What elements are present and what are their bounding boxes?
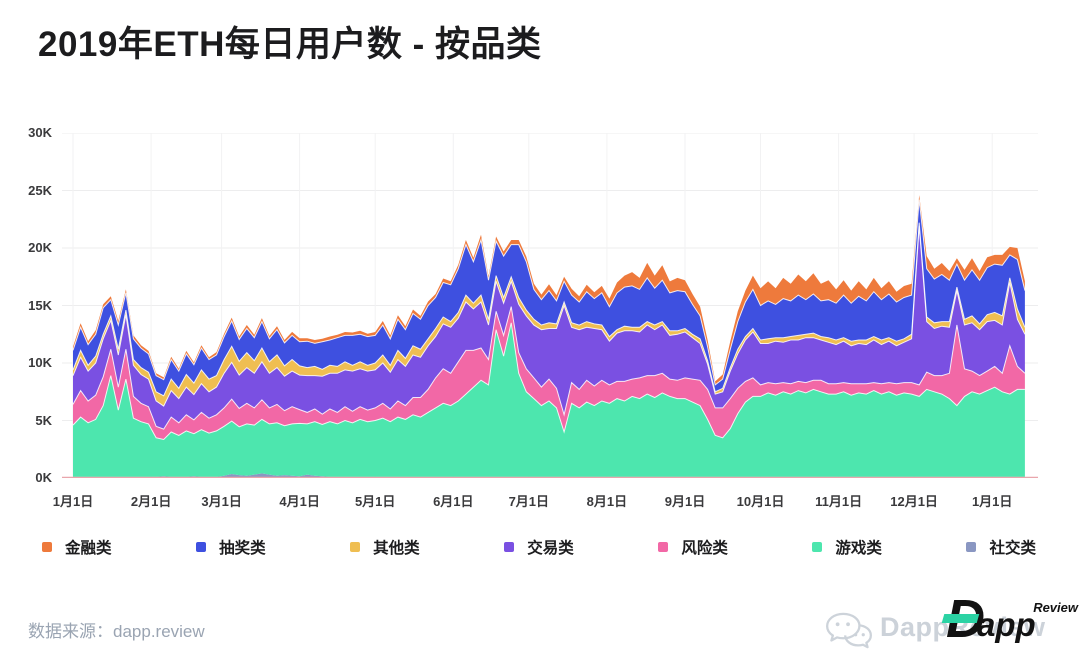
legend-label: 金融类 [65, 540, 112, 557]
logo-app-text: app [977, 606, 1036, 643]
legend-swatch [812, 542, 823, 552]
x-tick-label: 6月1日 [433, 494, 474, 509]
x-tick-label: 10月1日 [736, 494, 785, 509]
logo-review-text: Review [1033, 600, 1078, 615]
legend-label: 其他类 [373, 540, 420, 557]
legend-item-其他类[interactable]: 其他类 [350, 536, 420, 558]
plot-area [42, 132, 1038, 479]
x-tick-label: 5月1日 [354, 494, 396, 509]
x-tick-label: 9月1日 [664, 494, 706, 509]
x-tick-label: 12月1日 [890, 494, 938, 509]
legend-label: 交易类 [527, 540, 574, 557]
logo-teal-bar [941, 614, 980, 623]
y-tick-label: 10K [28, 355, 52, 370]
x-axis: 1月1日 2月1日 3月1日 4月1日 5月1日 6月1日 7月1日 8月1日 9月1日 10月1… [53, 491, 1038, 509]
legend-item-交易类[interactable]: 交易类 [504, 536, 574, 558]
legend-item-抽奖类[interactable]: 抽奖类 [196, 536, 266, 558]
legend-swatch [658, 542, 669, 552]
x-tick-label: 7月1日 [508, 494, 550, 509]
legend-swatch [42, 542, 52, 552]
legend-item-风险类[interactable]: 风险类 [658, 536, 728, 558]
data-source-text: 数据来源：dapp.review [28, 622, 205, 641]
y-tick-label: 15K [28, 297, 52, 313]
x-tick-label: 11月1日 [815, 494, 863, 509]
y-tick-label: 5K [35, 412, 52, 428]
x-tick-label: 1月1日 [52, 494, 94, 509]
legend-item-游戏类[interactable]: 游戏类 [812, 536, 882, 558]
x-tick-label: 2月1日 [130, 494, 172, 509]
游戏类-area [73, 322, 1025, 477]
legend-item-社交类[interactable]: 社交类 [966, 536, 1036, 558]
交易类-area [73, 226, 1025, 430]
page-title: 2019年ETH每日用户数 - 按品类 [38, 25, 542, 64]
legend-swatch [350, 542, 361, 552]
legend-label: 游戏类 [835, 540, 882, 557]
抽奖类-area [73, 199, 1025, 396]
其他类-area [73, 222, 1025, 407]
legend-label: 抽奖类 [219, 540, 266, 557]
x-tick-label: 4月1日 [279, 494, 320, 509]
y-tick-label: 0K [35, 470, 52, 485]
chart-legend: 金融类 抽奖类 其他类 交易类 风险类 游戏类 社交类 [42, 536, 1036, 558]
y-tick-label: 20K [28, 240, 52, 255]
x-tick-label: 3月1日 [201, 494, 242, 509]
y-tick-label: 25K [28, 182, 52, 198]
legend-item-金融类[interactable]: 金融类 [42, 536, 112, 558]
stacked-area-chart [42, 132, 1038, 479]
legend-label: 社交类 [989, 540, 1036, 557]
legend-swatch [966, 542, 977, 552]
y-axis: 0K 5K 10K 15K 20K 25K 30K [0, 125, 56, 485]
legend-swatch [504, 542, 515, 552]
legend-label: 风险类 [681, 540, 728, 557]
y-tick-label: 30K [28, 125, 52, 140]
watermark: DappReview D app Review [818, 592, 1080, 651]
风险类-area [73, 306, 1025, 440]
legend-swatch [196, 542, 207, 552]
x-tick-label: 1月1日 [971, 494, 1013, 509]
wechat-icon [826, 612, 872, 649]
x-tick-label: 8月1日 [586, 494, 628, 509]
dappreview-logo: D app Review [941, 592, 1078, 650]
